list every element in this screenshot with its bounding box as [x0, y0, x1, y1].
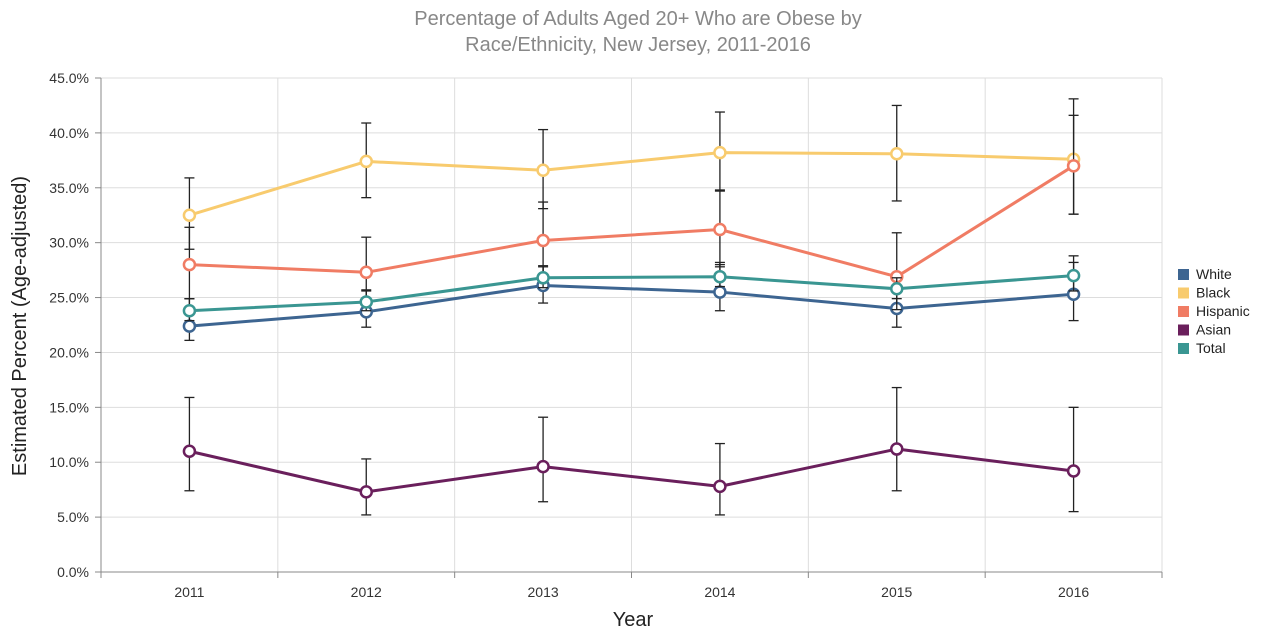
data-point[interactable] — [713, 222, 727, 237]
legend-swatch — [1178, 343, 1189, 354]
error-bar — [714, 442, 725, 516]
y-tick-label: 45.0% — [49, 70, 89, 86]
legend-item-hispanic[interactable]: Hispanic — [1178, 303, 1250, 319]
legend-label: White — [1196, 266, 1232, 282]
data-point[interactable] — [359, 154, 373, 169]
error-bar — [538, 416, 549, 503]
data-point[interactable] — [359, 485, 373, 499]
error-bar — [891, 386, 902, 492]
legend: White Black Hispanic Asian Total — [1178, 266, 1250, 356]
error-bar — [1068, 406, 1079, 513]
series-total — [182, 255, 1081, 322]
series — [182, 98, 1081, 516]
y-tick-label: 35.0% — [49, 180, 89, 196]
legend-item-white[interactable]: White — [1178, 266, 1232, 282]
legend-swatch — [1178, 269, 1189, 280]
y-tick-label: 30.0% — [49, 235, 89, 251]
series-black — [182, 98, 1081, 250]
legend-label: Total — [1196, 340, 1226, 356]
data-point[interactable] — [713, 269, 727, 284]
data-point[interactable] — [713, 145, 727, 160]
series-line — [189, 274, 1074, 313]
data-point[interactable] — [890, 282, 904, 296]
data-point[interactable] — [182, 257, 197, 272]
data-point[interactable] — [536, 271, 550, 285]
y-tick-label: 0.0% — [57, 564, 89, 580]
legend-swatch — [1178, 306, 1189, 317]
series-hispanic — [182, 114, 1081, 311]
error-bar — [184, 396, 195, 492]
legend-swatch — [1178, 324, 1189, 336]
data-point[interactable] — [1066, 159, 1081, 173]
legend-item-total[interactable]: Total — [1178, 340, 1226, 356]
y-tick-label: 20.0% — [49, 344, 89, 360]
x-tick-label: 2013 — [528, 584, 559, 600]
legend-label: Asian — [1196, 322, 1231, 338]
y-tick-label: 40.0% — [49, 125, 89, 141]
data-point[interactable] — [182, 208, 197, 222]
y-tick-label: 25.0% — [49, 290, 89, 306]
x-tick-label: 2016 — [1058, 584, 1089, 600]
data-point[interactable] — [182, 319, 197, 333]
series-line — [188, 151, 1074, 217]
x-tick-label: 2015 — [881, 584, 912, 600]
chart-title-line-2: Race/Ethnicity, New Jersey, 2011-2016 — [465, 34, 811, 56]
x-tick-label: 2012 — [351, 584, 382, 600]
data-point[interactable] — [536, 233, 550, 248]
x-tick-label: 2014 — [704, 584, 735, 600]
series-line — [189, 283, 1074, 328]
y-tick-label: 5.0% — [57, 509, 89, 525]
data-point[interactable] — [536, 163, 550, 177]
data-point[interactable] — [890, 442, 904, 456]
axes: 0.0% 5.0% 10.0% 15.0% 20.0% 25.0% 30.0% 35.0% 40… — [49, 70, 1163, 600]
data-point[interactable] — [1066, 268, 1081, 283]
data-point[interactable] — [1066, 464, 1081, 478]
series-line — [189, 447, 1074, 494]
y-tick-label: 10.0% — [49, 454, 89, 470]
legend-item-black[interactable]: Black — [1178, 285, 1231, 301]
y-tick-label: 15.0% — [49, 399, 89, 415]
y-axis-label: Estimated Percent (Age-adjusted) — [9, 176, 31, 476]
data-point[interactable] — [536, 459, 550, 474]
grid — [101, 77, 1163, 572]
legend-label: Hispanic — [1196, 303, 1250, 319]
data-point[interactable] — [359, 295, 373, 309]
legend-label: Black — [1196, 285, 1231, 301]
x-tick-label: 2011 — [174, 584, 204, 600]
data-point[interactable] — [182, 303, 197, 318]
series-line — [189, 164, 1075, 279]
legend-item-asian[interactable]: Asian — [1178, 322, 1231, 338]
series-asian — [182, 386, 1081, 516]
data-point[interactable] — [713, 285, 727, 299]
chart-title-line-1: Percentage of Adults Aged 20+ Who are Ob… — [414, 8, 862, 30]
x-axis-label: Year — [613, 609, 654, 630]
data-point[interactable] — [182, 444, 197, 458]
legend-swatch — [1178, 287, 1189, 299]
data-point[interactable] — [890, 146, 904, 161]
data-point[interactable] — [713, 479, 727, 494]
data-point[interactable] — [359, 265, 373, 280]
